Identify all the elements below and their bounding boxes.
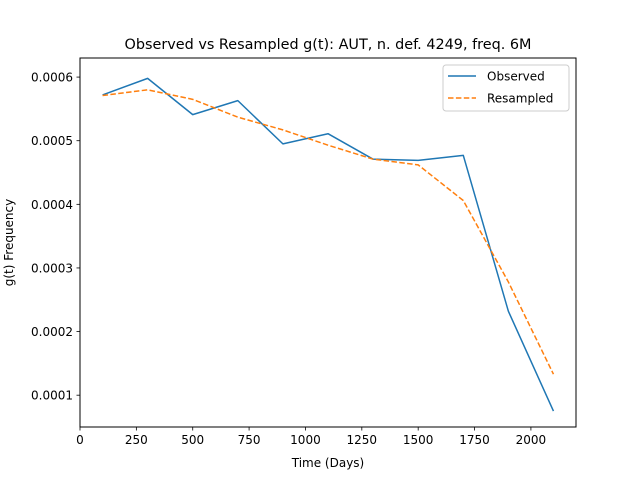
series-line-resampled: [102, 89, 555, 375]
x-tick-label: 1250: [347, 433, 378, 447]
y-tick-label: 0.0004: [31, 198, 73, 212]
x-axis-label: Time (Days): [291, 456, 365, 470]
plot-area-frame: [79, 57, 577, 428]
legend-label: Observed: [487, 70, 545, 84]
y-tick-label: 0.0005: [31, 134, 73, 148]
x-axis: 0 250 500 750 1000 1250 1500 1750 2000: [76, 427, 546, 447]
y-tick-label: 0.0001: [31, 389, 73, 403]
y-tick-label: 0.0003: [31, 261, 73, 275]
x-tick-label: 1750: [459, 433, 490, 447]
y-axis: 0.0001 0.0002 0.0003 0.0004 0.0005 0.0006: [31, 71, 80, 403]
legend: Observed Resampled: [442, 64, 570, 112]
x-tick-label: 750: [238, 433, 261, 447]
y-axis-label: g(t) Frequency: [2, 199, 16, 287]
y-tick-label: 0.0002: [31, 325, 73, 339]
x-tick-label: 2000: [516, 433, 547, 447]
x-tick-label: 500: [181, 433, 204, 447]
y-tick-label: 0.0006: [31, 71, 73, 85]
legend-label: Resampled: [487, 92, 553, 106]
x-tick-label: 1500: [403, 433, 434, 447]
x-tick-label: 250: [125, 433, 148, 447]
series-line-observed: [102, 77, 555, 412]
x-tick-label: 1000: [290, 433, 321, 447]
x-tick-label: 0: [76, 433, 84, 447]
chart-title: Observed vs Resampled g(t): AUT, n. def.…: [125, 37, 532, 53]
